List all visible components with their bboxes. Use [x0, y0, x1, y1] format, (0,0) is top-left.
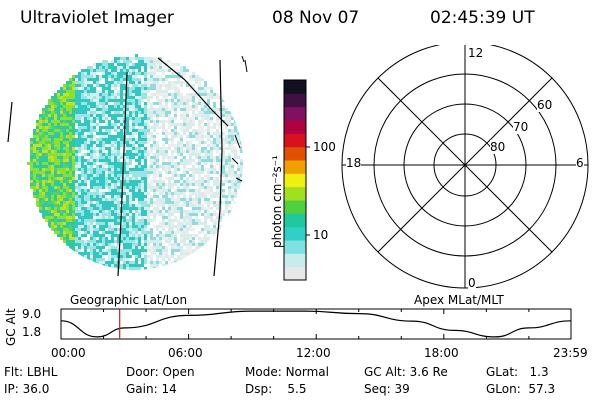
geographic-image: [7, 54, 248, 277]
colorbar-swatch: [284, 120, 306, 134]
coastline-upper: [157, 57, 229, 127]
colorbar-swatch: [284, 80, 306, 94]
altitude-x-tick-0600: 06:00: [168, 346, 203, 360]
mlt-label-18: 18: [346, 156, 362, 170]
altitude-y-tick-high: 9.0: [22, 307, 42, 321]
colorbar-swatch: [284, 200, 306, 214]
colorbar-swatch: [284, 186, 306, 201]
colorbar-swatch: [284, 266, 306, 281]
colorbar-swatch: [284, 226, 306, 241]
altitude-x-tick-0000: 00:00: [51, 346, 86, 360]
altitude-y-tick-low: 1.8: [22, 325, 42, 339]
colorbar-frame: [283, 79, 307, 281]
altitude-x-tick-1800: 18:00: [424, 346, 459, 360]
info-glat: GLat: 1.3: [486, 365, 549, 379]
mlat-label-60: 60: [537, 98, 553, 112]
colorbar-swatch: [284, 146, 306, 161]
mlt-label-0: 0: [468, 276, 476, 290]
observation-date: 08 Nov 07: [272, 8, 360, 28]
info-gain: Gain: 14: [126, 382, 177, 396]
colorbar-swatch: [284, 160, 306, 174]
info-ip: IP: 36.0: [4, 382, 50, 396]
mlat-label-70: 70: [513, 120, 529, 134]
info-mode: Mode: Normal: [245, 365, 329, 379]
info-dsp: Dsp: 5.5: [245, 382, 307, 396]
info-glon: GLon: 57.3: [486, 382, 556, 396]
info-door: Door: Open: [126, 365, 195, 379]
altitude-x-tick-2359: 23:59: [553, 346, 588, 360]
altitude-x-tick-1200: 12:00: [296, 346, 331, 360]
altitude-series-line: [60, 310, 572, 338]
observation-time: 02:45:39 UT: [430, 8, 535, 28]
longitude-line-2: [213, 59, 223, 277]
polar-plot-title: Apex MLat/MLT: [414, 293, 504, 307]
colorbar-unit-label: photon cm⁻²s⁻¹: [270, 155, 284, 248]
colorbar-swatch: [284, 253, 306, 268]
info-filter: Flt: LBHL: [4, 365, 58, 379]
geographic-plot-title: Geographic Lat/Lon: [70, 293, 188, 307]
colorbar-swatch: [284, 93, 306, 108]
coastline-right: [231, 134, 243, 182]
mlat-label-80: 80: [490, 140, 506, 154]
colorbar-tick-label-10: 10: [313, 228, 329, 242]
instrument-title: Ultraviolet Imager: [20, 8, 174, 28]
info-seq: Seq: 39: [364, 382, 410, 396]
altitude-chart: [60, 308, 572, 340]
altitude-y-label: GC Alt: [4, 308, 18, 346]
auroral-disk: [27, 54, 243, 270]
mlt-label-12: 12: [468, 46, 484, 60]
colorbar-swatch: [284, 213, 306, 228]
colorbar-tick-label-100: 100: [313, 140, 336, 154]
colorbar-swatch: [284, 133, 306, 148]
colorbar-swatch: [284, 173, 306, 188]
altitude-x-ticks: [60, 309, 572, 339]
mlt-diagonal-2: [377, 77, 553, 253]
mlt-label-6: 6: [576, 156, 584, 170]
colorbar-swatches: [284, 80, 306, 281]
coastline-fragment: [241, 55, 248, 73]
polar-grid: [341, 45, 589, 289]
longitude-line-1: [117, 71, 128, 277]
colorbar-swatch: [284, 106, 306, 121]
info-gc-alt: GC Alt: 3.6 Re: [364, 365, 448, 379]
colorbar-swatch: [284, 240, 306, 254]
colorbar: [283, 79, 310, 281]
coastline-left: [7, 101, 13, 143]
